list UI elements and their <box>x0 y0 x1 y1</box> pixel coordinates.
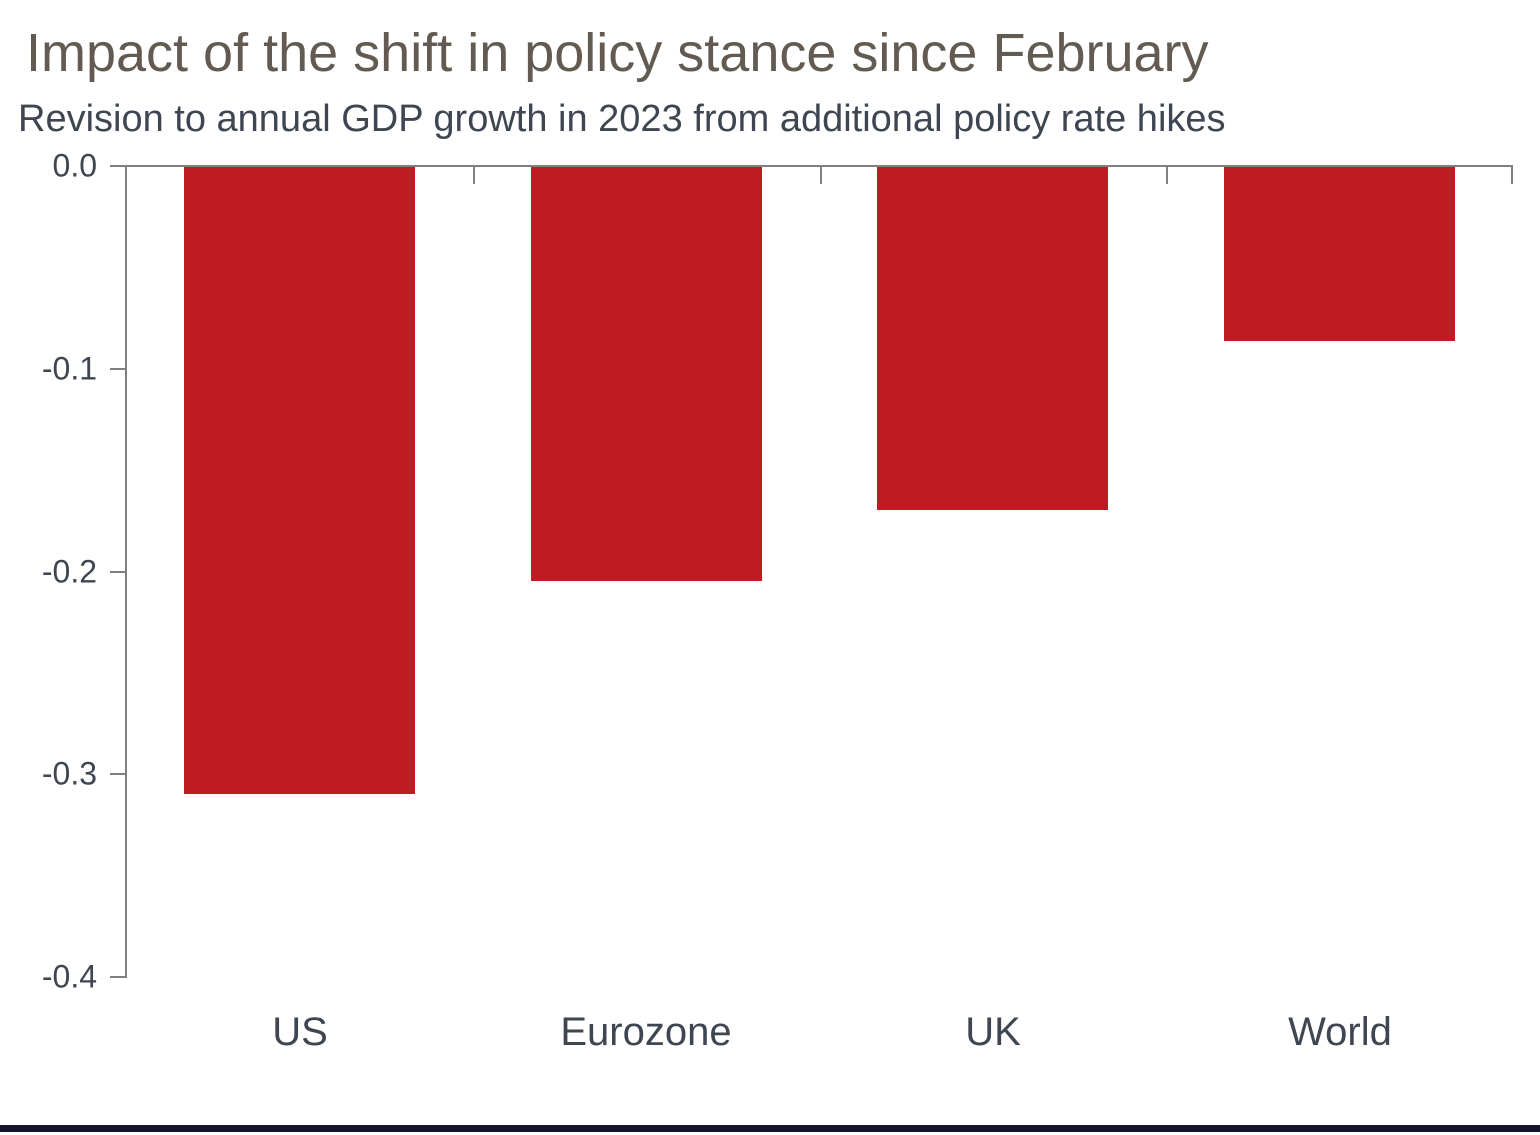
y-axis-tick <box>110 571 125 573</box>
x-axis-label-world: World <box>1288 1010 1392 1054</box>
x-axis-label-us: US <box>272 1010 328 1054</box>
y-axis-tick <box>110 976 125 978</box>
y-axis-tick <box>110 773 125 775</box>
x-axis-label-eurozone: Eurozone <box>560 1010 732 1054</box>
x-axis-boundary-tick <box>1166 167 1168 184</box>
zero-baseline <box>110 165 1513 167</box>
footer-accent-bar <box>0 1125 1540 1132</box>
bar-uk <box>877 167 1108 510</box>
y-axis-tick-label: 0.0 <box>52 147 97 184</box>
y-axis-tick-label: -0.3 <box>41 755 97 792</box>
bar-eurozone <box>531 167 762 581</box>
x-axis-label-uk: UK <box>965 1010 1021 1054</box>
x-axis-end-tick <box>1511 167 1513 184</box>
y-axis-tick-label: -0.2 <box>41 553 97 590</box>
chart-title: Impact of the shift in policy stance sin… <box>26 23 1209 83</box>
x-axis-boundary-tick <box>473 167 475 184</box>
bar-world <box>1224 167 1455 341</box>
bar-us <box>184 167 415 794</box>
y-axis-line <box>125 165 127 978</box>
y-axis-tick-label: -0.4 <box>41 958 97 995</box>
chart-subtitle: Revision to annual GDP growth in 2023 fr… <box>18 98 1226 140</box>
y-axis-tick <box>110 368 125 370</box>
x-axis-boundary-tick <box>820 167 822 184</box>
y-axis-tick-label: -0.1 <box>41 350 97 387</box>
